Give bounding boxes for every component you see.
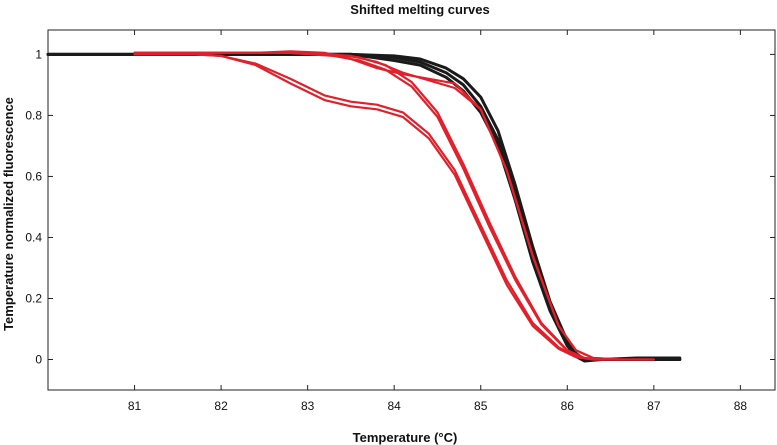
y-axis-label: Temperature normalized fluorescence	[1, 97, 16, 331]
x-tick-label: 83	[301, 399, 315, 413]
x-tick-label: 84	[388, 399, 402, 413]
x-tick-label: 87	[647, 399, 661, 413]
series-layer	[46, 50, 682, 363]
series-line-red-curve-6	[133, 51, 604, 361]
y-tick-label: 0.4	[25, 230, 42, 244]
series-line-red-curve-1	[133, 53, 621, 361]
series-line-red-curve-2	[133, 53, 621, 361]
x-tick-label: 88	[734, 399, 748, 413]
y-tick-label: 0.8	[25, 108, 42, 122]
chart-title: Shifted melting curves	[350, 2, 489, 17]
y-tick-label: 0	[35, 352, 42, 366]
x-axis-label: Temperature (°C)	[353, 430, 458, 445]
x-tick-label: 85	[474, 399, 488, 413]
series-line-red-curve-4	[133, 50, 655, 361]
plot-area-frame	[47, 29, 776, 391]
y-tick-label: 0.2	[25, 291, 42, 305]
y-tick-label: 0.6	[25, 169, 42, 183]
x-tick-label: 81	[128, 399, 142, 413]
x-tick-label: 82	[214, 399, 228, 413]
tick-layer: 81 82 83 84 85 86 87 88 0 0.2 0.4 0.6 0.8 1	[25, 30, 775, 413]
x-tick-label: 86	[561, 399, 575, 413]
y-tick-label: 1	[35, 47, 42, 61]
